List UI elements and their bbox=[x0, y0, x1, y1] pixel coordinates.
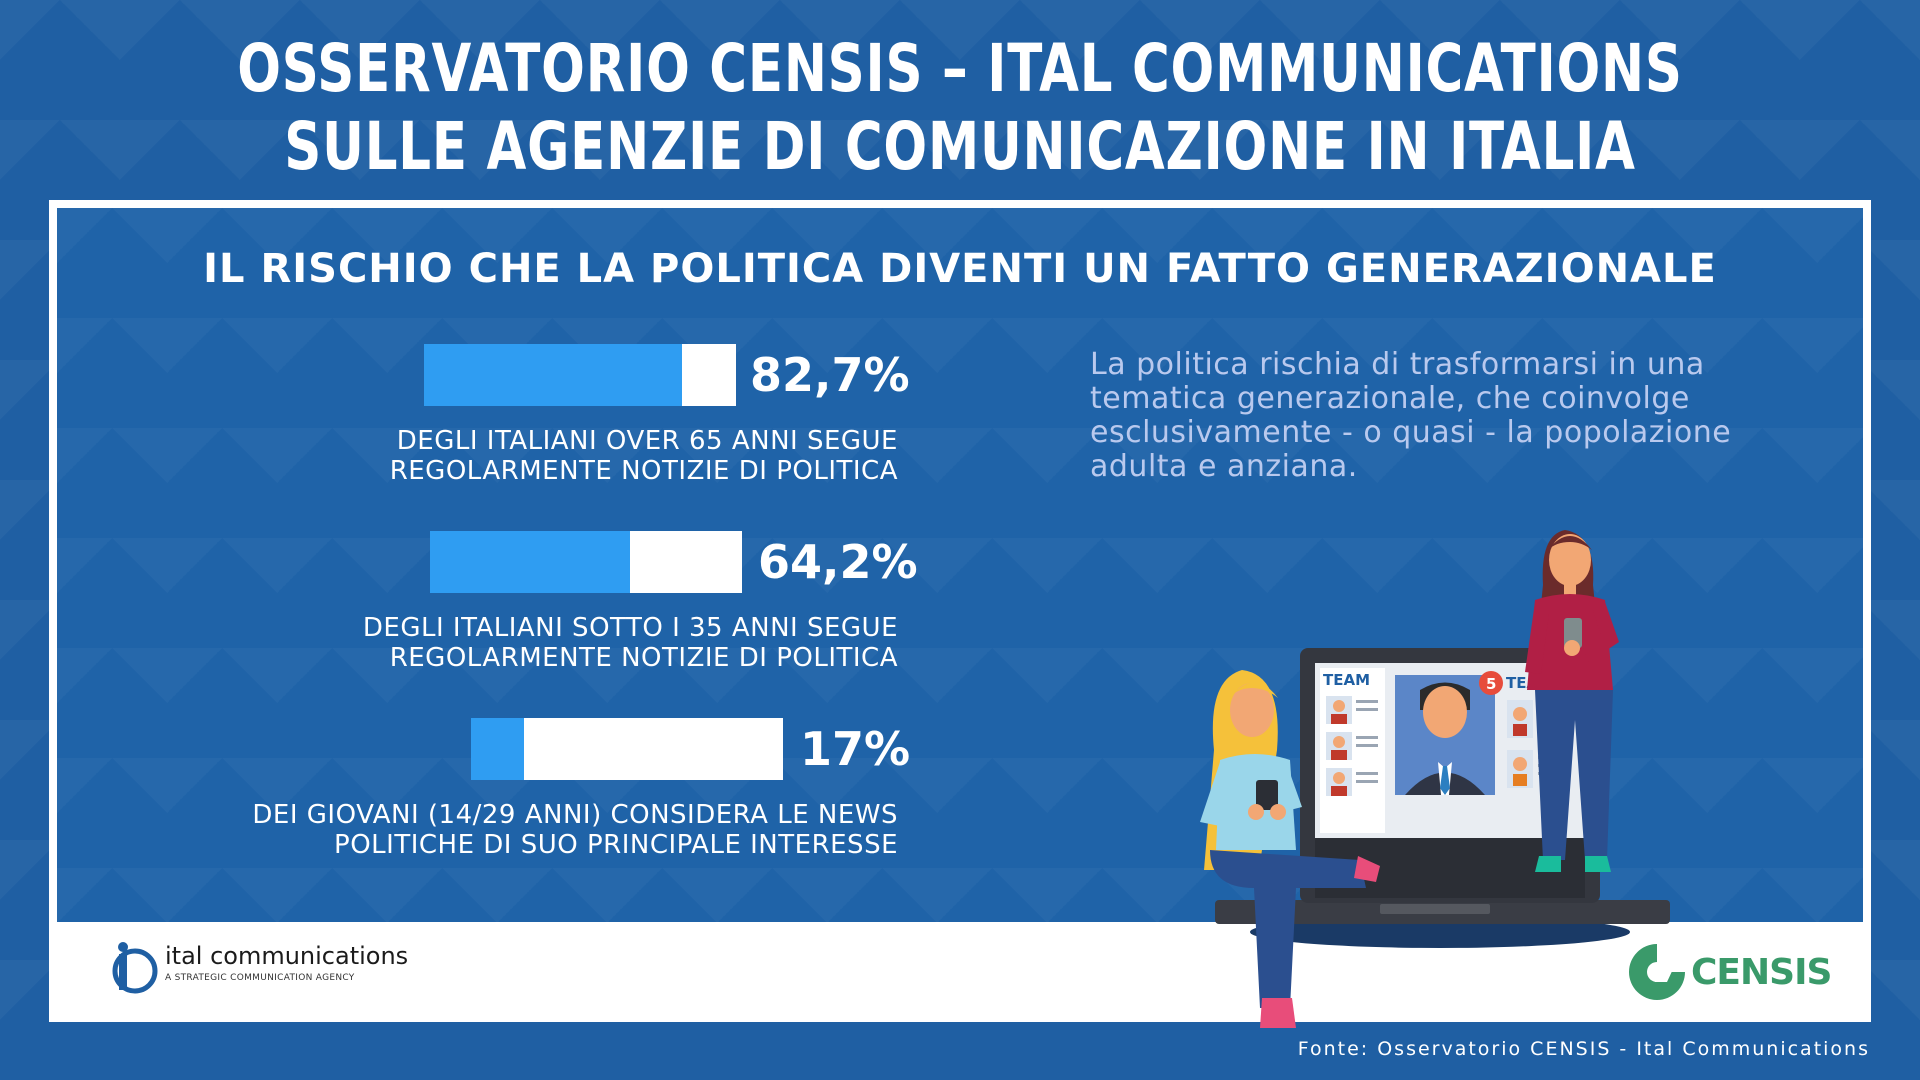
stat-description-line: DEGLI ITALIANI SOTTO I 35 ANNI SEGUE bbox=[362, 613, 898, 643]
main-title: OSSERVATORIO CENSIS – ITAL COMMUNICATION… bbox=[211, 30, 1709, 186]
stat-description-young: DEI GIOVANI (14/29 ANNI) CONSIDERA LE NE… bbox=[0, 800, 898, 860]
stat-value-under35: 64,2% bbox=[758, 535, 918, 589]
stat-value-over65: 82,7% bbox=[750, 348, 910, 402]
stat-description-line: REGOLARMENTE NOTIZIE DI POLITICA bbox=[389, 643, 898, 673]
stat-bar-under35 bbox=[430, 531, 742, 593]
ital-logo-tagline: A STRATEGIC COMMUNICATION AGENCY bbox=[165, 973, 355, 983]
stat-description-over65: DEGLI ITALIANI OVER 65 ANNI SEGUE REGOLA… bbox=[0, 426, 898, 486]
stat-bar-fill-under35 bbox=[430, 531, 631, 593]
censis-logo-name: CENSIS bbox=[1691, 952, 1832, 993]
stat-bar-over65 bbox=[424, 344, 736, 406]
ital-logo-mark-icon bbox=[112, 942, 158, 994]
notification-badge-count: 5 bbox=[1486, 675, 1496, 693]
stat-bar-young bbox=[471, 718, 783, 780]
standing-person bbox=[1525, 530, 1619, 872]
team-label-left: TEAM bbox=[1323, 671, 1370, 689]
ital-logo-name: ital communications bbox=[165, 942, 409, 970]
stat-description-line: POLITICHE DI SUO PRINCIPALE INTERESSE bbox=[334, 830, 898, 860]
censis-logo-mark-icon bbox=[1629, 944, 1685, 1000]
people-laptop-illustration: TEAM 5 TEAM bbox=[1200, 530, 1670, 1028]
stat-value-young: 17% bbox=[800, 722, 911, 776]
description-paragraph: La politica rischia di trasformarsi in u… bbox=[1090, 348, 1810, 484]
stat-bar-fill-young bbox=[471, 718, 525, 780]
notification-badge bbox=[1479, 671, 1503, 695]
stat-description-line: REGOLARMENTE NOTIZIE DI POLITICA bbox=[389, 456, 898, 486]
censis-logo: CENSIS bbox=[1625, 940, 1832, 1004]
ital-communications-logo: ital communications A STRATEGIC COMMUNIC… bbox=[105, 940, 408, 1000]
stat-description-line: DEI GIOVANI (14/29 ANNI) CONSIDERA LE NE… bbox=[252, 800, 898, 830]
paragraph-line: La politica rischia di trasformarsi in u… bbox=[1090, 347, 1705, 382]
paragraph-line: tematica generazionale, che coinvolge bbox=[1090, 381, 1690, 416]
paragraph-line: esclusivamente - o quasi - la popolazion… bbox=[1090, 415, 1732, 450]
main-title-line1: OSSERVATORIO CENSIS – ITAL COMMUNICATION… bbox=[237, 30, 1683, 107]
source-credit: Fonte: Osservatorio CENSIS - Ital Commun… bbox=[1297, 1038, 1870, 1060]
stat-description-under35: DEGLI ITALIANI SOTTO I 35 ANNI SEGUE REG… bbox=[0, 613, 898, 673]
paragraph-line: adulta e anziana. bbox=[1090, 449, 1358, 484]
stat-bar-fill-over65 bbox=[424, 344, 683, 406]
stat-description-line: DEGLI ITALIANI OVER 65 ANNI SEGUE bbox=[396, 426, 898, 456]
main-title-line2: SULLE AGENZIE DI COMUNICAZIONE IN ITALIA bbox=[284, 108, 1636, 185]
sitting-person bbox=[1200, 670, 1380, 1028]
laptop-trackpad bbox=[1380, 904, 1490, 914]
panel-subtitle: IL RISCHIO CHE LA POLITICA DIVENTI UN FA… bbox=[203, 246, 1717, 292]
